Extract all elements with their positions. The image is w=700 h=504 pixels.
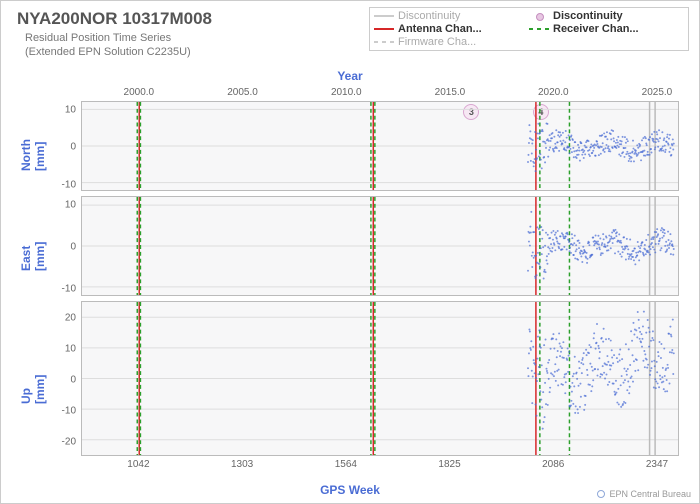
bottom-axis-title: GPS Week xyxy=(1,483,699,497)
legend-item: Discontinuity xyxy=(529,10,684,23)
chart-subtitle: Residual Position Time Series (Extended … xyxy=(25,31,191,60)
ylabel-up: Up[mm] xyxy=(19,374,47,403)
xtick-top: 2020.0 xyxy=(538,87,569,98)
ytick: 0 xyxy=(70,242,76,253)
legend-label: Receiver Chan... xyxy=(553,23,639,35)
ylabel-north: North[mm] xyxy=(19,139,47,171)
ytick: 10 xyxy=(65,104,76,115)
xtick-bottom: 1042 xyxy=(127,459,149,470)
legend-item: Receiver Chan... xyxy=(529,23,684,36)
xtick-top: 2005.0 xyxy=(227,87,258,98)
plot-svg-up xyxy=(82,302,678,455)
xtick-bottom: 1825 xyxy=(438,459,460,470)
legend-label: Firmware Cha... xyxy=(398,36,476,48)
ytick: -20 xyxy=(62,436,76,447)
legend: DiscontinuityDiscontinuityAntenna Chan..… xyxy=(369,7,689,51)
plot-svg-north xyxy=(82,102,678,190)
subtitle-line1: Residual Position Time Series xyxy=(25,31,191,45)
ytick: 0 xyxy=(70,142,76,153)
panel-up: 20100-10-20104213031564182520862347 xyxy=(81,301,679,456)
ytick: 10 xyxy=(65,343,76,354)
legend-swatch xyxy=(529,11,549,21)
ytick: 0 xyxy=(70,374,76,385)
ylabel-east: East[mm] xyxy=(19,242,47,271)
top-axis-title: Year xyxy=(1,69,699,83)
xtick-top: 2025.0 xyxy=(642,87,673,98)
xtick-top: 2000.0 xyxy=(124,87,155,98)
ytick: 10 xyxy=(65,200,76,211)
ytick: -10 xyxy=(62,405,76,416)
plot-svg-east xyxy=(82,197,678,295)
legend-swatch xyxy=(374,11,394,21)
legend-label: Discontinuity xyxy=(398,10,460,22)
ytick: 20 xyxy=(65,312,76,323)
footer-text: EPN Central Bureau xyxy=(609,489,691,499)
subtitle-line2: (Extended EPN Solution C2235U) xyxy=(25,45,191,59)
ytick: -10 xyxy=(62,179,76,190)
xtick-top: 2010.0 xyxy=(331,87,362,98)
legend-label: Antenna Chan... xyxy=(398,23,482,35)
legend-label: Discontinuity xyxy=(553,10,623,22)
panel-north: 100-102000.02005.02010.02015.02020.02025… xyxy=(81,101,679,191)
xtick-bottom: 2086 xyxy=(542,459,564,470)
legend-swatch xyxy=(374,24,394,34)
legend-item: Firmware Cha... xyxy=(374,35,529,48)
xtick-bottom: 1303 xyxy=(231,459,253,470)
xtick-bottom: 2347 xyxy=(646,459,668,470)
chart-container: NYA200NOR 10317M008 Residual Position Ti… xyxy=(0,0,700,504)
xtick-top: 2015.0 xyxy=(435,87,466,98)
legend-item: Antenna Chan... xyxy=(374,23,529,36)
xtick-bottom: 1564 xyxy=(335,459,357,470)
legend-item: Discontinuity xyxy=(374,10,529,23)
legend-swatch xyxy=(529,24,549,34)
legend-swatch xyxy=(374,37,394,47)
panel-east: 100-10 xyxy=(81,196,679,296)
footer-credit: EPN Central Bureau xyxy=(597,489,691,499)
footer-dot-icon xyxy=(597,490,605,498)
chart-title: NYA200NOR 10317M008 xyxy=(17,9,212,29)
ytick: -10 xyxy=(62,283,76,294)
